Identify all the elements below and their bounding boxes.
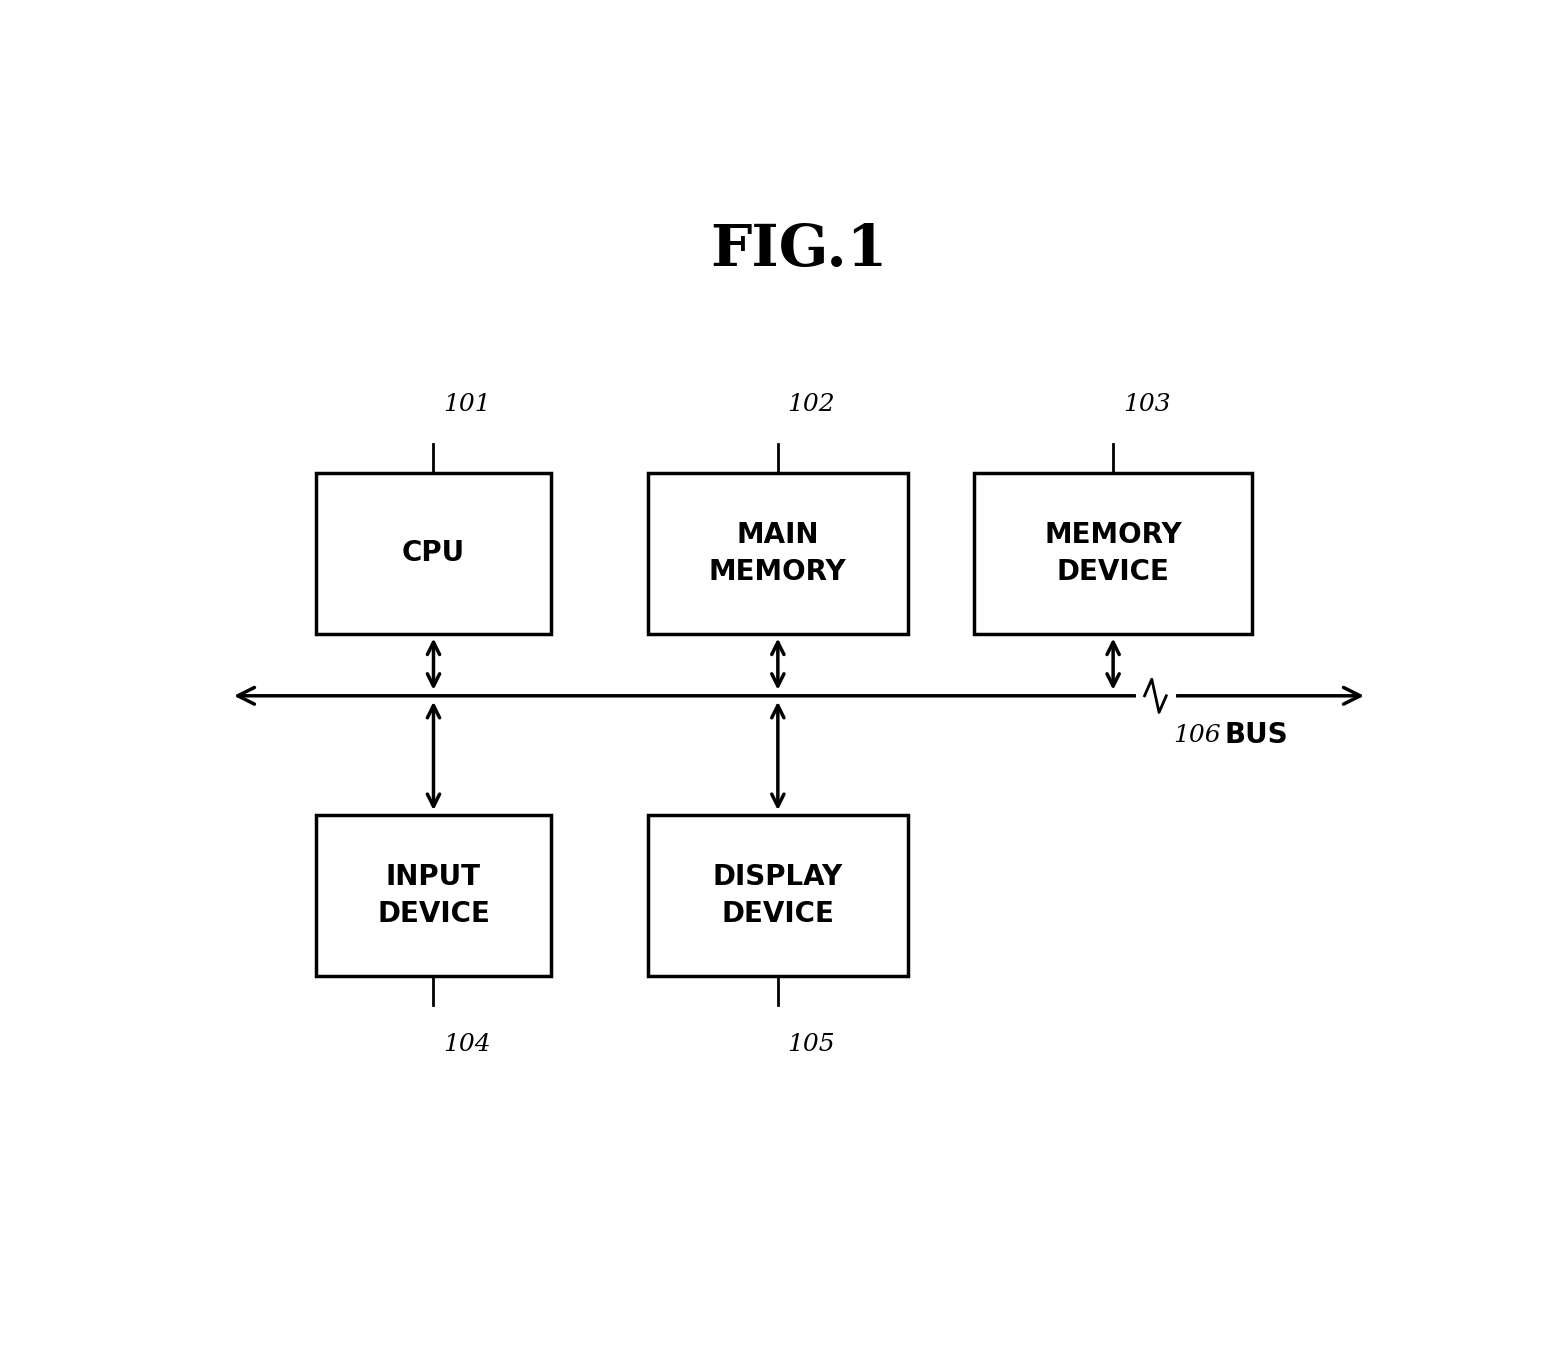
Bar (974, 473, 1252, 633)
Text: 105: 105 (787, 1033, 836, 1056)
Text: INPUT
DEVICE: INPUT DEVICE (377, 863, 490, 928)
Text: 104: 104 (443, 1033, 491, 1056)
Text: DISPLAY
DEVICE: DISPLAY DEVICE (712, 863, 843, 928)
Text: 103: 103 (1122, 393, 1171, 416)
Bar (315, 815, 552, 975)
Text: 106: 106 (1174, 723, 1221, 746)
Text: BUS: BUS (1224, 721, 1288, 749)
Text: CPU: CPU (402, 539, 465, 567)
Text: 101: 101 (443, 393, 491, 416)
Text: FIG.1: FIG.1 (711, 222, 887, 277)
Bar (649, 473, 907, 633)
Text: MAIN
MEMORY: MAIN MEMORY (709, 521, 847, 586)
Text: MEMORY
DEVICE: MEMORY DEVICE (1045, 521, 1182, 586)
Text: 102: 102 (787, 393, 836, 416)
Bar (649, 815, 907, 975)
Bar (315, 473, 552, 633)
